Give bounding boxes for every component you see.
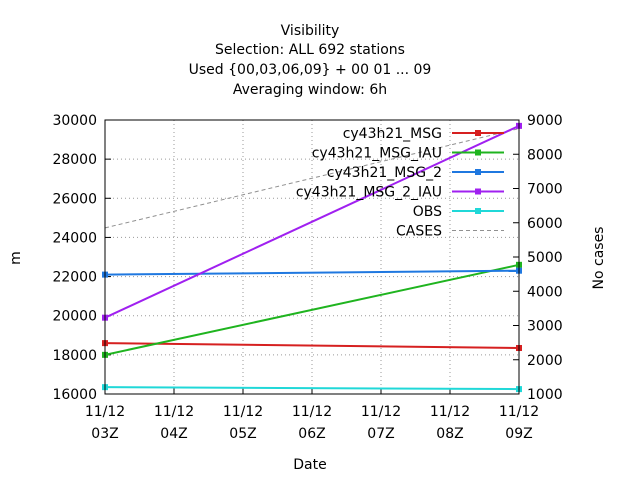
y2-tick-label: 5000 <box>527 250 563 266</box>
y-tick-label: 18000 <box>52 348 97 364</box>
x-tick-label-date: 11/12 <box>430 404 470 420</box>
legend-label: cy43h21_MSG_2_IAU <box>296 185 442 201</box>
y-tick-label: 24000 <box>52 230 97 246</box>
legend-label: OBS <box>413 204 442 220</box>
y2-axis-label: No cases <box>591 227 607 290</box>
y2-tick-label: 9000 <box>527 113 563 129</box>
y2-tick-label: 4000 <box>527 284 563 300</box>
x-tick-label-hour: 04Z <box>160 426 187 442</box>
legend-marker <box>475 208 481 214</box>
legend-marker <box>475 130 481 136</box>
x-axis-label: Date <box>293 457 326 473</box>
y2-axis-ticks: 1000 2000 3000 4000 5000 6000 7000 8000 9000 <box>513 113 563 403</box>
legend-label: cy43h21_MSG <box>343 126 442 142</box>
x-tick-label-date: 11/12 <box>85 404 125 420</box>
series-line <box>104 128 520 229</box>
title-line-3: Used {00,03,06,09} + 00 01 ... 09 <box>189 62 432 78</box>
grid-lines <box>105 120 519 394</box>
y-tick-label: 20000 <box>52 309 97 325</box>
x-tick-label-date: 11/12 <box>292 404 332 420</box>
x-axis-ticks: 11/12 03Z 11/12 04Z 11/12 05Z 11/12 06Z 11/12 07Z… <box>85 388 539 442</box>
y2-tick-label: 2000 <box>527 353 563 369</box>
x-tick-label-date: 11/12 <box>223 404 263 420</box>
legend-label: cy43h21_MSG_IAU <box>312 146 442 162</box>
series-line <box>104 386 520 391</box>
x-tick-label-date: 11/12 <box>361 404 401 420</box>
legend-label: CASES <box>396 224 442 240</box>
legend-marker <box>475 188 481 195</box>
x-tick-label-date: 11/12 <box>154 404 194 420</box>
y2-tick-label: 3000 <box>527 319 563 335</box>
x-tick-label-hour: 07Z <box>367 426 394 442</box>
legend-label: cy43h21_MSG_2 <box>327 165 442 181</box>
y-tick-label: 16000 <box>52 387 97 403</box>
y2-tick-label: 1000 <box>527 387 563 403</box>
y2-tick-label: 7000 <box>527 182 563 198</box>
series-line <box>104 342 520 350</box>
y-tick-label: 30000 <box>52 113 97 129</box>
x-tick-label-hour: 05Z <box>229 426 256 442</box>
y-tick-label: 26000 <box>52 191 97 207</box>
y-axis-label: m <box>8 251 24 265</box>
y2-tick-label: 8000 <box>527 147 563 163</box>
x-tick-label-date: 11/12 <box>499 404 539 420</box>
y-tick-label: 28000 <box>52 152 97 168</box>
chart-title: Visibility Selection: ALL 692 stations U… <box>189 23 432 98</box>
legend-marker <box>475 149 481 156</box>
series-layer <box>102 122 522 393</box>
x-tick-label-hour: 06Z <box>298 426 325 442</box>
series-line <box>104 263 520 356</box>
title-line-2: Selection: ALL 692 stations <box>215 42 405 58</box>
y2-tick-label: 6000 <box>527 216 563 232</box>
x-tick-label-hour: 08Z <box>436 426 463 442</box>
x-tick-label-hour: 03Z <box>91 426 118 442</box>
series-line <box>104 269 520 276</box>
legend-marker <box>475 169 481 175</box>
plot-frame <box>104 119 520 395</box>
title-line-4: Averaging window: 6h <box>233 82 387 98</box>
legend: cy43h21_MSG cy43h21_MSG_IAU cy43h21_MSG_2c… <box>296 126 504 240</box>
x-tick-label-hour: 09Z <box>505 426 532 442</box>
y-tick-label: 22000 <box>52 270 97 286</box>
series-line <box>104 124 520 319</box>
title-line-1: Visibility <box>281 23 340 39</box>
y-axis-ticks: 16000 18000 20000 22000 24000 26000 28000 30000 <box>52 113 111 403</box>
